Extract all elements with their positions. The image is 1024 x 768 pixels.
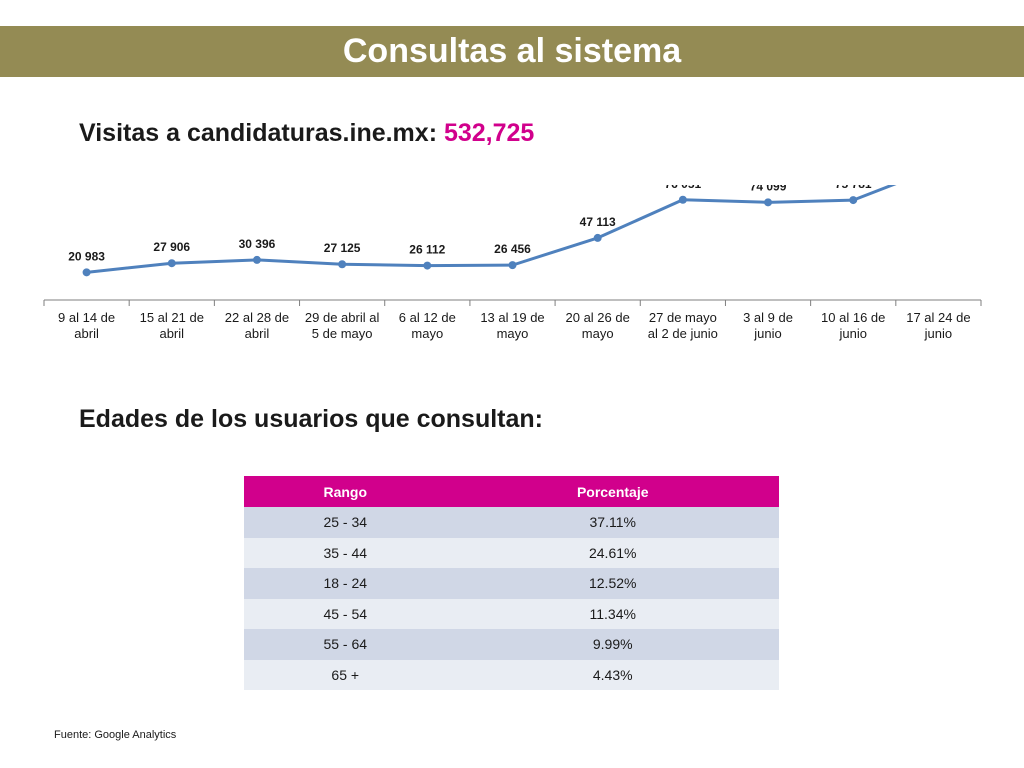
x-tick-label-line: 17 al 24 de bbox=[906, 310, 970, 325]
x-tick-label-line: abril bbox=[245, 326, 270, 341]
header-rango: Rango bbox=[244, 476, 447, 507]
series-line bbox=[86, 185, 897, 274]
data-point bbox=[167, 259, 176, 268]
x-tick-label-line: mayo bbox=[497, 326, 529, 341]
data-label: 26 456 bbox=[494, 242, 531, 256]
percent-cell: 24.61% bbox=[446, 537, 779, 568]
x-tick-label-line: 10 al 16 de bbox=[821, 310, 885, 325]
data-label: 20 983 bbox=[68, 249, 105, 263]
x-tick-label-line: abril bbox=[159, 326, 184, 341]
x-tick-label: 20 al 26 de mayo bbox=[566, 310, 630, 341]
range-cell: 45 - 54 bbox=[244, 598, 447, 629]
data-point bbox=[849, 196, 858, 205]
x-tick-label: 10 al 16 de junio bbox=[821, 310, 885, 341]
data-point bbox=[678, 195, 687, 204]
x-tick-label-line: al 2 de junio bbox=[648, 326, 718, 341]
range-cell: 35 - 44 bbox=[244, 537, 447, 568]
page-title: Consultas al sistema bbox=[342, 32, 682, 70]
visits-heading: Visitas a candidaturas.ine.mx: 532,725 bbox=[79, 119, 534, 148]
table-row: 25 - 34 37.11% bbox=[244, 507, 779, 538]
header-porcentaje: Porcentaje bbox=[446, 476, 779, 507]
data-label: 27 906 bbox=[153, 240, 190, 254]
percent-cell: 12.52% bbox=[446, 568, 779, 599]
range-cell: 55 - 64 bbox=[244, 629, 447, 660]
percent-cell: 37.11% bbox=[446, 507, 779, 538]
x-tick-label-line: 22 al 28 de bbox=[225, 310, 289, 325]
x-tick-label: 9 al 14 de abril bbox=[58, 310, 115, 341]
percent-cell: 9.99% bbox=[446, 629, 779, 660]
x-tick-label: 15 al 21 de abril bbox=[140, 310, 204, 341]
data-point bbox=[508, 261, 517, 270]
x-tick-label-line: 9 al 14 de bbox=[58, 310, 115, 325]
range-cell: 18 - 24 bbox=[244, 568, 447, 599]
data-point bbox=[423, 261, 432, 270]
data-label: 27 125 bbox=[324, 241, 361, 255]
visits-total: 532,725 bbox=[443, 119, 535, 147]
x-tick-label: 27 de mayo al 2 de junio bbox=[648, 310, 718, 341]
x-tick-label-line: 3 al 9 de bbox=[743, 310, 793, 325]
visits-line-chart: 20 983 27 906 30 396 27 125 26 112 26 456 47 1… bbox=[43, 185, 982, 341]
range-cell: 65 + bbox=[244, 659, 447, 690]
data-label: 26 112 bbox=[409, 243, 445, 257]
percent-cell: 11.34% bbox=[446, 598, 779, 629]
x-tick-label-line: mayo bbox=[582, 326, 614, 341]
x-tick-label: 13 al 19 de mayo bbox=[480, 310, 544, 341]
x-tick-label-line: 20 al 26 de bbox=[566, 310, 630, 325]
x-tick-label-line: junio bbox=[753, 326, 781, 341]
x-tick-label-line: 13 al 19 de bbox=[480, 310, 544, 325]
data-label: 47 113 bbox=[580, 215, 616, 229]
age-table: Rango Porcentaje 25 - 34 37.11% 35 - 44 … bbox=[244, 476, 779, 690]
source-note: Fuente: Google Analytics bbox=[54, 729, 177, 741]
table-header-row: Rango Porcentaje bbox=[244, 476, 779, 507]
x-tick-label-line: 5 de mayo bbox=[312, 326, 373, 341]
range-cell: 25 - 34 bbox=[244, 507, 447, 538]
x-tick-label: 3 al 9 de junio bbox=[743, 310, 793, 341]
data-point bbox=[764, 198, 773, 207]
percent-cell: 4.43% bbox=[446, 659, 779, 690]
data-point bbox=[82, 268, 91, 277]
x-tick-label: 29 de abril al 5 de mayo bbox=[305, 310, 380, 341]
table-row: 65 + 4.43% bbox=[244, 659, 779, 690]
x-tick-label: 6 al 12 de mayo bbox=[399, 310, 456, 341]
x-tick-label-line: mayo bbox=[411, 326, 443, 341]
x-tick-label-line: abril bbox=[74, 326, 99, 341]
x-tick-label-line: 6 al 12 de bbox=[399, 310, 456, 325]
x-tick-label-line: junio bbox=[838, 326, 866, 341]
x-tick-label-line: 27 de mayo bbox=[649, 310, 717, 325]
table-row: 18 - 24 12.52% bbox=[244, 568, 779, 599]
data-point bbox=[252, 255, 261, 264]
data-label: 75 781 bbox=[835, 185, 872, 191]
x-tick-label: 22 al 28 de abril bbox=[225, 310, 289, 341]
data-label: 30 396 bbox=[239, 237, 276, 251]
table-row: 55 - 64 9.99% bbox=[244, 629, 779, 660]
data-point bbox=[338, 260, 347, 269]
data-point bbox=[593, 233, 602, 242]
x-tick-label: 17 al 24 de junio bbox=[906, 310, 970, 341]
table-row: 35 - 44 24.61% bbox=[244, 537, 779, 568]
data-label: 74 099 bbox=[750, 185, 787, 193]
ages-heading: Edades de los usuarios que consultan: bbox=[79, 405, 543, 433]
visits-label: Visitas a candidaturas.ine.mx: bbox=[79, 119, 444, 147]
title-bar: Consultas al sistema bbox=[0, 26, 1024, 77]
x-tick-label-line: 29 de abril al bbox=[305, 310, 380, 325]
data-label: 76 051 bbox=[665, 185, 702, 191]
x-tick-label-line: 15 al 21 de bbox=[140, 310, 204, 325]
x-tick-label-line: junio bbox=[924, 326, 952, 341]
table-row: 45 - 54 11.34% bbox=[244, 598, 779, 629]
